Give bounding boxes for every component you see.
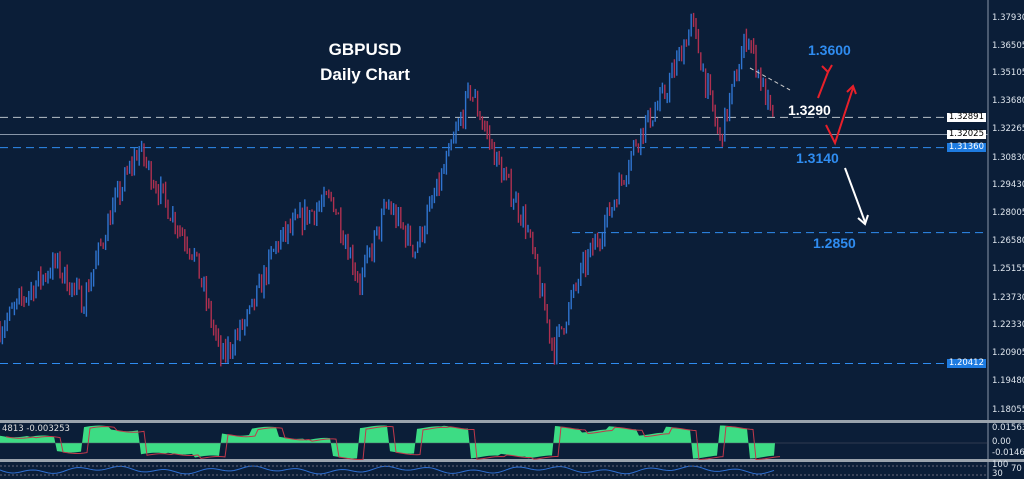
arrow-head	[846, 84, 857, 95]
y-tick-label: 1.32265	[992, 124, 1024, 135]
price-tag: 1.32025	[946, 128, 986, 139]
y-tick-label: 1.23730	[992, 292, 1024, 303]
sub-indicator-tick: 30	[992, 469, 1003, 479]
y-tick-label: 1.19480	[992, 376, 1024, 387]
y-tick-label: 1.25155	[992, 264, 1024, 275]
chart-title: GBPUSD	[328, 40, 402, 59]
y-tick-label: 1.33680	[992, 96, 1024, 107]
arrow-head	[821, 64, 833, 74]
sub-indicator-tick: 70	[1011, 464, 1022, 474]
chart-subtitle: Daily Chart	[320, 65, 410, 84]
y-tick-label: 1.28005	[992, 208, 1024, 219]
level-label-2: 1.3290	[788, 102, 831, 118]
arrow-down	[844, 167, 866, 223]
y-tick-label: 1.30830	[992, 152, 1024, 163]
level-label-1: 1.3600	[808, 42, 851, 58]
y-tick-label: 1.26580	[992, 236, 1024, 247]
price-tag: 1.20412	[946, 358, 986, 368]
trend-line	[749, 67, 791, 91]
level-label-3: 1.3140	[796, 150, 839, 166]
y-tick-label: 1.35105	[992, 68, 1024, 79]
y-tick-label: 1.20905	[992, 348, 1024, 359]
indicator-tick: -0.014617	[992, 448, 1024, 458]
y-tick-label: 1.37930	[992, 12, 1024, 23]
price-tag: 1.31360	[946, 142, 986, 153]
pane-separator	[0, 420, 1024, 423]
arrow-bounce	[825, 87, 854, 146]
pane-separator	[0, 459, 1024, 462]
y-tick-label: 1.29430	[992, 180, 1024, 191]
oscillator-histogram	[0, 425, 775, 459]
y-tick-label: 1.22330	[992, 320, 1024, 331]
y-tick-label: 1.18055	[992, 404, 1024, 415]
oscillator-signal-line	[5, 425, 781, 461]
arrow-up-1	[817, 71, 829, 99]
indicator-tick: 0.00	[992, 437, 1011, 447]
rsi-line	[0, 465, 775, 475]
level-label-4: 1.2850	[813, 235, 856, 251]
indicator-tick: 0.015634	[992, 423, 1024, 433]
price-tag: 1.32891	[946, 111, 986, 122]
arrow-head	[857, 214, 869, 226]
sub-indicator-tick: 100	[992, 460, 1009, 470]
y-tick-label: 1.36505	[992, 40, 1024, 51]
indicator-label: 4813 -0.003253	[2, 424, 70, 434]
